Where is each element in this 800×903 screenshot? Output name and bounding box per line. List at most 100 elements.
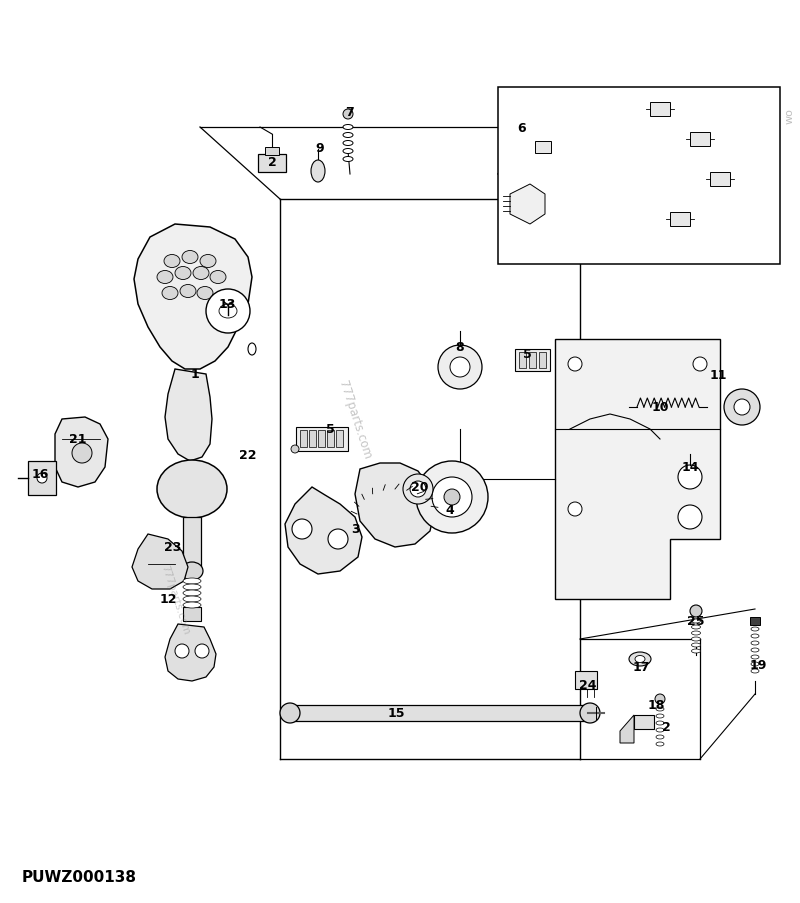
Circle shape <box>195 644 209 658</box>
Circle shape <box>568 358 582 372</box>
Ellipse shape <box>656 721 664 725</box>
Bar <box>535 142 551 154</box>
Bar <box>300 431 307 448</box>
Bar <box>710 172 730 187</box>
Circle shape <box>724 389 760 425</box>
Circle shape <box>328 529 348 549</box>
Text: 22: 22 <box>239 449 257 462</box>
Polygon shape <box>165 624 216 681</box>
Circle shape <box>568 502 582 517</box>
Ellipse shape <box>751 656 759 659</box>
Bar <box>290 705 590 721</box>
Ellipse shape <box>280 703 300 723</box>
Text: 7: 7 <box>346 106 354 118</box>
Circle shape <box>444 489 460 506</box>
Ellipse shape <box>180 285 196 298</box>
Polygon shape <box>620 715 634 743</box>
Ellipse shape <box>343 149 353 154</box>
Ellipse shape <box>656 707 664 712</box>
Bar <box>750 618 760 625</box>
Ellipse shape <box>691 638 701 641</box>
Ellipse shape <box>343 126 353 130</box>
Ellipse shape <box>183 602 201 609</box>
Text: 9: 9 <box>316 142 324 154</box>
Circle shape <box>690 605 702 618</box>
Bar <box>634 715 654 730</box>
Ellipse shape <box>183 578 201 584</box>
Ellipse shape <box>162 287 178 300</box>
Bar <box>265 148 279 156</box>
Ellipse shape <box>183 584 201 591</box>
Bar <box>28 461 56 496</box>
Polygon shape <box>510 185 545 225</box>
Bar <box>515 349 550 372</box>
Circle shape <box>438 346 482 389</box>
Ellipse shape <box>157 461 227 518</box>
Ellipse shape <box>629 652 651 666</box>
Text: 25: 25 <box>687 615 705 628</box>
Text: 17: 17 <box>632 661 650 674</box>
Ellipse shape <box>656 728 664 732</box>
Text: 777parts.com: 777parts.com <box>159 563 191 636</box>
Text: 10: 10 <box>651 401 669 414</box>
Ellipse shape <box>432 478 472 517</box>
Polygon shape <box>165 369 212 461</box>
Text: 12: 12 <box>159 593 177 606</box>
Text: 1: 1 <box>190 368 199 381</box>
Text: wo: wo <box>785 107 795 124</box>
Ellipse shape <box>200 256 216 268</box>
Ellipse shape <box>691 625 701 629</box>
Ellipse shape <box>181 563 203 581</box>
Text: 13: 13 <box>218 298 236 312</box>
Bar <box>258 154 286 172</box>
Circle shape <box>410 481 426 498</box>
Ellipse shape <box>580 703 600 723</box>
Ellipse shape <box>751 634 759 638</box>
Ellipse shape <box>656 742 664 746</box>
Ellipse shape <box>635 656 645 663</box>
Text: 777parts.com: 777parts.com <box>336 378 374 461</box>
Ellipse shape <box>691 643 701 647</box>
Bar <box>309 431 316 448</box>
Bar <box>690 133 710 147</box>
Bar <box>539 352 546 368</box>
Bar <box>650 103 670 116</box>
Circle shape <box>734 399 750 415</box>
Circle shape <box>292 519 312 539</box>
Ellipse shape <box>343 134 353 138</box>
Ellipse shape <box>197 287 213 300</box>
Circle shape <box>343 110 353 120</box>
Text: 5: 5 <box>522 349 531 361</box>
Text: 20: 20 <box>411 481 429 494</box>
Ellipse shape <box>311 161 325 182</box>
Polygon shape <box>285 488 362 574</box>
Ellipse shape <box>157 271 173 284</box>
Ellipse shape <box>751 628 759 631</box>
Circle shape <box>291 445 299 453</box>
Polygon shape <box>55 417 108 488</box>
Bar <box>183 517 201 570</box>
Ellipse shape <box>219 304 237 319</box>
Circle shape <box>206 290 250 333</box>
Ellipse shape <box>343 142 353 146</box>
Polygon shape <box>555 340 720 600</box>
Ellipse shape <box>751 662 759 666</box>
Bar <box>575 671 597 689</box>
Ellipse shape <box>183 591 201 596</box>
Ellipse shape <box>175 267 191 280</box>
Circle shape <box>450 358 470 377</box>
Text: 2: 2 <box>268 155 276 168</box>
Text: 23: 23 <box>164 541 182 554</box>
Ellipse shape <box>691 619 701 623</box>
Ellipse shape <box>248 344 256 356</box>
Ellipse shape <box>164 256 180 268</box>
Text: 24: 24 <box>579 679 597 692</box>
Ellipse shape <box>656 735 664 740</box>
Text: 15: 15 <box>387 707 405 720</box>
Ellipse shape <box>751 641 759 646</box>
Text: 5: 5 <box>326 423 334 436</box>
Bar <box>296 427 348 452</box>
Ellipse shape <box>183 596 201 602</box>
Ellipse shape <box>343 157 353 163</box>
Bar <box>318 431 325 448</box>
